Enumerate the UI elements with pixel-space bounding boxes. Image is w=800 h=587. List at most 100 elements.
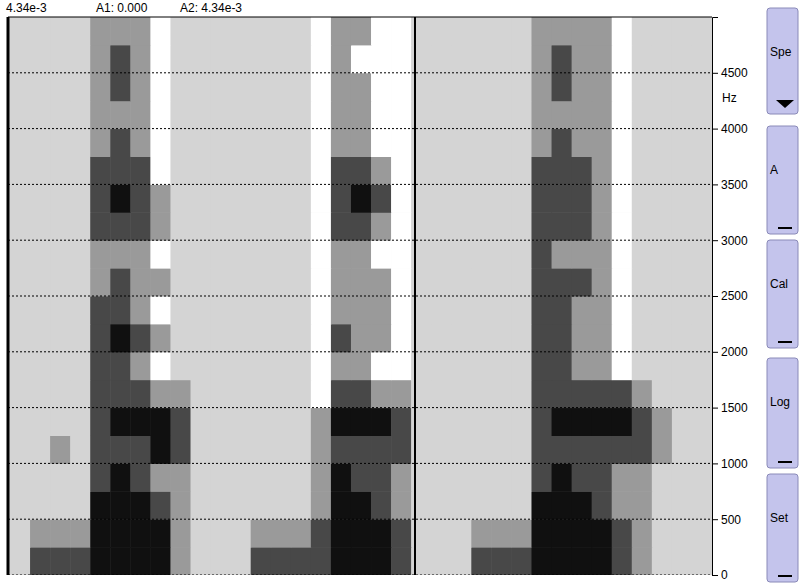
cell [692,268,712,296]
tick: 1500 [712,401,748,415]
cell [311,519,332,547]
cell [331,268,352,296]
tick-mark [712,73,718,74]
cell [552,380,573,408]
button-label[interactable]: Set [770,511,789,525]
cell [130,463,151,491]
dropdown-icon[interactable] [776,100,794,108]
cell [211,436,232,464]
button-label[interactable]: Log [770,395,790,409]
cell [672,268,693,296]
cell [150,519,171,547]
cell [391,184,412,212]
cell [371,436,392,464]
cell [50,240,71,268]
cell [511,268,532,296]
button-indicator[interactable] [778,227,792,229]
cell [331,101,352,129]
cell [291,101,312,129]
cell [531,157,552,185]
cell [692,380,712,408]
button-label[interactable]: A [770,163,778,177]
cell [291,45,312,73]
cell [30,324,51,352]
cell [491,157,512,185]
cell [70,157,91,185]
cell [612,436,633,464]
side-button[interactable]: A [767,126,798,234]
cell [652,491,673,519]
cell [231,547,252,575]
cell [231,184,252,212]
cell [511,491,532,519]
cell [471,296,492,324]
cell [672,17,693,45]
cell [311,73,332,101]
cell [552,73,573,101]
cell [231,296,252,324]
cell [50,296,71,324]
button-indicator[interactable] [778,341,792,343]
cell [231,45,252,73]
cell [331,463,352,491]
button-indicator[interactable] [778,575,792,577]
cell [632,380,653,408]
cell [251,296,272,324]
cell [491,463,512,491]
button-face[interactable] [767,474,798,582]
cell [672,324,693,352]
cell [311,184,332,212]
cell [231,436,252,464]
cell [672,491,693,519]
cell [311,296,332,324]
button-face[interactable] [767,240,798,348]
cell [552,436,573,464]
button-label[interactable]: Spe [770,45,792,59]
cell [552,491,573,519]
cell [451,45,472,73]
cell [592,324,613,352]
button-face[interactable] [767,358,798,468]
tick: 4500 [712,66,748,80]
cell [652,296,673,324]
cell [531,519,552,547]
tick-mark [712,352,718,353]
cell [552,101,573,129]
cell [431,491,452,519]
button-face[interactable] [767,8,798,114]
cell [10,101,31,129]
cell [311,17,332,45]
cell [331,491,352,519]
button-indicator[interactable] [778,461,792,463]
cell [331,324,352,352]
side-button[interactable]: Spe [767,8,798,114]
cell [90,352,111,380]
tick: 2500 [712,289,748,303]
cell [672,519,693,547]
cell [191,380,212,408]
cell [592,352,613,380]
side-button[interactable]: Set [767,474,798,582]
cell [130,17,151,45]
cell [511,519,532,547]
cell [572,519,593,547]
cell [612,519,633,547]
tick: 0 [712,568,728,582]
cell [291,408,312,436]
cell [90,45,111,73]
cell [511,463,532,491]
cell [251,436,272,464]
side-button[interactable]: Log [767,358,798,468]
cell [351,240,372,268]
cell [70,17,91,45]
side-button[interactable]: Cal [767,240,798,348]
cell [251,101,272,129]
plot-area [8,17,712,575]
cell [572,73,593,101]
tick: 500 [712,513,741,527]
button-label[interactable]: Cal [770,277,788,291]
button-face[interactable] [767,126,798,234]
cell [572,268,593,296]
cell [130,268,151,296]
cell [371,240,392,268]
